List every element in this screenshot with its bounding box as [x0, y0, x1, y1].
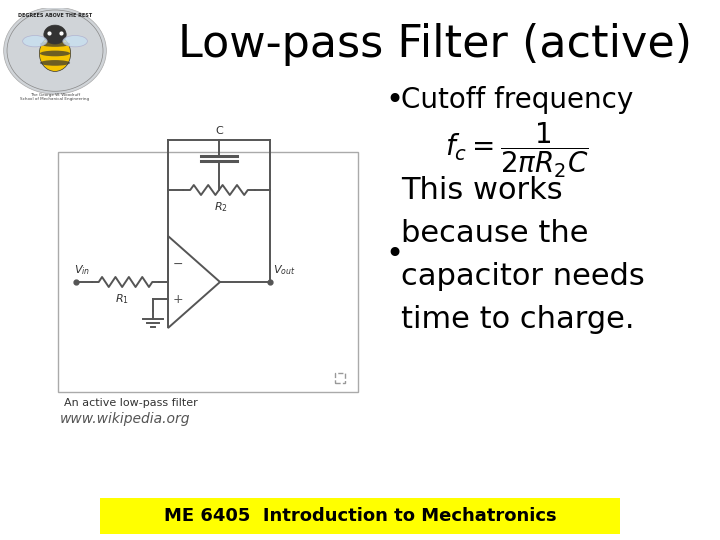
Text: DEGREES ABOVE THE REST: DEGREES ABOVE THE REST — [18, 13, 92, 18]
Text: $V_{in}$: $V_{in}$ — [74, 263, 90, 277]
Ellipse shape — [40, 51, 70, 56]
Text: +: + — [173, 293, 184, 306]
Ellipse shape — [22, 36, 48, 47]
Text: −: − — [173, 258, 184, 271]
Ellipse shape — [40, 36, 71, 71]
Circle shape — [44, 25, 66, 44]
Ellipse shape — [40, 41, 70, 47]
Text: C: C — [215, 126, 223, 136]
Text: This works
because the
capacitor needs
time to charge.: This works because the capacitor needs t… — [401, 176, 644, 334]
Text: •: • — [385, 240, 403, 269]
Text: www.wikipedia.org: www.wikipedia.org — [60, 412, 191, 426]
Text: $R_2$: $R_2$ — [214, 200, 228, 214]
Text: Cutoff frequency: Cutoff frequency — [401, 86, 634, 114]
Bar — [100, 498, 620, 534]
Text: ME 6405  Introduction to Mechatronics: ME 6405 Introduction to Mechatronics — [163, 507, 557, 525]
Text: $R_1$: $R_1$ — [115, 292, 129, 306]
Text: The George W. Woodruff
School of Mechanical Engineering: The George W. Woodruff School of Mechani… — [20, 93, 89, 101]
Text: •: • — [385, 85, 403, 114]
Text: $f_c = \dfrac{1}{2\pi R_2 C}$: $f_c = \dfrac{1}{2\pi R_2 C}$ — [445, 120, 588, 180]
Text: An active low-pass filter: An active low-pass filter — [64, 398, 198, 408]
Text: Low-pass Filter (active): Low-pass Filter (active) — [178, 24, 692, 66]
Ellipse shape — [63, 36, 87, 47]
Bar — [58, 152, 358, 392]
Circle shape — [4, 7, 107, 94]
Ellipse shape — [40, 60, 70, 66]
Text: $V_{out}$: $V_{out}$ — [273, 263, 296, 277]
